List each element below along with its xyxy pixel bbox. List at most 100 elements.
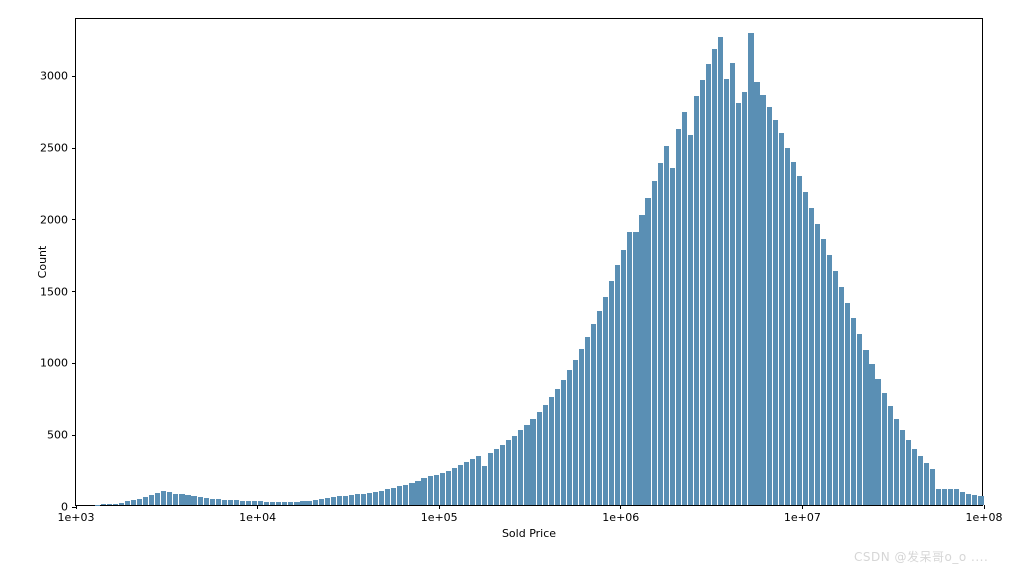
histogram-bar (191, 496, 196, 505)
histogram-bar (137, 499, 142, 505)
histogram-bar (555, 389, 560, 505)
histogram-bar (875, 379, 880, 505)
histogram-bar (270, 502, 275, 505)
histogram-bar (397, 486, 402, 505)
histogram-bar (676, 129, 681, 505)
histogram-bar (803, 192, 808, 505)
histogram-bar (518, 430, 523, 505)
histogram-bar (748, 33, 753, 505)
histogram-bar (434, 475, 439, 505)
histogram-bar (809, 208, 814, 505)
histogram-bar (119, 503, 124, 505)
xtick-label: 1e+06 (602, 511, 639, 524)
histogram-bar (391, 488, 396, 505)
histogram-bar (664, 146, 669, 505)
histogram-bar (512, 436, 517, 505)
histogram-bar (216, 499, 221, 505)
ytick-mark (72, 76, 76, 77)
histogram-bar (760, 95, 765, 505)
histogram-bar (258, 501, 263, 505)
xtick-label: 1e+07 (784, 511, 821, 524)
histogram-bar (185, 495, 190, 505)
histogram-bar (797, 176, 802, 505)
histogram-bar (288, 502, 293, 505)
histogram-bar (415, 481, 420, 505)
histogram-bar (179, 494, 184, 505)
histogram-bar (149, 495, 154, 505)
xtick-mark (620, 505, 621, 509)
histogram-bar (349, 495, 354, 505)
histogram-bar (821, 239, 826, 505)
histogram-bar (234, 500, 239, 505)
histogram-bar (567, 370, 572, 505)
histogram-bar (500, 445, 505, 505)
y-axis-label: Count (36, 246, 49, 279)
histogram-bar (355, 494, 360, 505)
histogram-bar (222, 500, 227, 505)
histogram-bar (688, 135, 693, 505)
histogram-bar (700, 80, 705, 505)
histogram-bar (294, 502, 299, 505)
histogram-bar (645, 198, 650, 505)
histogram-bar (785, 148, 790, 505)
histogram-bar (918, 456, 923, 505)
histogram-bar (113, 504, 118, 505)
xtick-mark (439, 505, 440, 509)
histogram-bar (373, 492, 378, 505)
histogram-bar (446, 471, 451, 505)
histogram-bar (591, 324, 596, 505)
histogram-bar (863, 350, 868, 505)
histogram-bar (306, 501, 311, 505)
xtick-mark (984, 505, 985, 509)
histogram-bar (894, 419, 899, 505)
histogram-bar (960, 492, 965, 505)
histogram-bar (603, 297, 608, 505)
histogram-bar (639, 215, 644, 505)
histogram-bar (888, 406, 893, 505)
histogram-bar (458, 465, 463, 505)
histogram-bar (543, 405, 548, 505)
histogram-bar (954, 489, 959, 505)
histogram-bar (476, 456, 481, 505)
histogram-bar (264, 502, 269, 505)
histogram-bar (851, 318, 856, 505)
histogram-bar (573, 360, 578, 505)
histogram-bar (143, 497, 148, 505)
histogram-bar (942, 489, 947, 505)
histogram-bar (815, 224, 820, 505)
histogram-bar (107, 504, 112, 505)
histogram-bar (839, 287, 844, 505)
histogram-bar (409, 483, 414, 505)
histogram-bar (125, 501, 130, 505)
histogram-bar (240, 501, 245, 505)
histogram-bar (524, 425, 529, 505)
ytick-mark (72, 435, 76, 436)
histogram-bar (379, 491, 384, 505)
ytick-mark (72, 148, 76, 149)
histogram-bar (779, 133, 784, 505)
histogram-bar (319, 499, 324, 505)
histogram-bar (101, 504, 106, 505)
histogram-bar (833, 271, 838, 505)
histogram-bar (948, 489, 953, 505)
histogram-bar (482, 466, 487, 505)
histogram-bar (537, 412, 542, 505)
xtick-mark (802, 505, 803, 509)
ytick-label: 3000 (40, 70, 68, 83)
histogram-bar (658, 163, 663, 505)
histogram-bar (385, 489, 390, 505)
histogram-bar (791, 162, 796, 505)
histogram-bar (706, 64, 711, 505)
histogram-bar (549, 397, 554, 505)
histogram-bar (276, 502, 281, 505)
histogram-bar (633, 232, 638, 505)
ytick-label: 1000 (40, 357, 68, 370)
histogram-bar (585, 337, 590, 505)
histogram-bar (579, 349, 584, 505)
histogram-bar (930, 469, 935, 505)
xtick-label: 1e+08 (966, 511, 1003, 524)
histogram-bar (724, 79, 729, 505)
histogram-bar (246, 501, 251, 505)
histogram-bar (337, 496, 342, 505)
histogram-plot: Count Sold Price 05001000150020002500300… (75, 18, 983, 506)
